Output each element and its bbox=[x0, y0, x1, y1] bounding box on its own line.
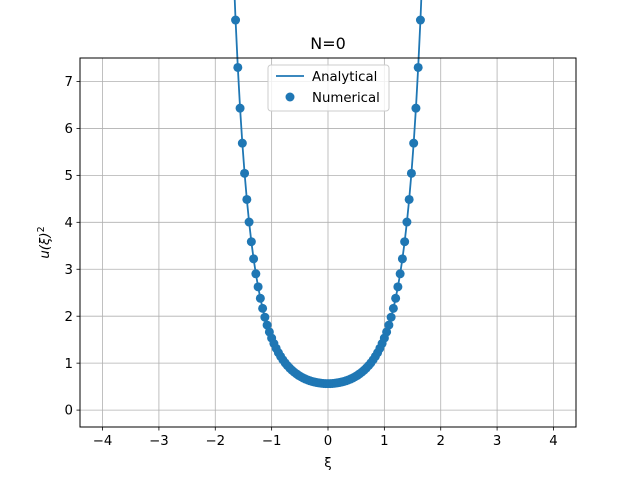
x-axis-ticks: −4 −3 −2 −1 0 1 2 3 4 bbox=[93, 427, 558, 449]
x-tick-label: 4 bbox=[549, 434, 557, 449]
numerical-point bbox=[240, 168, 250, 178]
numerical-point bbox=[409, 138, 419, 148]
y-axis-ticks: 0 1 2 3 4 5 6 7 bbox=[65, 75, 80, 419]
x-tick-label: 1 bbox=[380, 434, 388, 449]
grid-lines bbox=[80, 58, 576, 427]
numerical-point bbox=[402, 217, 412, 227]
y-tick-label: 5 bbox=[65, 169, 73, 184]
x-tick-label: −2 bbox=[205, 434, 225, 449]
numerical-point bbox=[384, 320, 394, 330]
numerical-point bbox=[400, 237, 410, 247]
numerical-point bbox=[262, 320, 272, 330]
numerical-point bbox=[260, 312, 270, 322]
numerical-point bbox=[393, 282, 403, 292]
numerical-point bbox=[246, 237, 256, 247]
numerical-series bbox=[231, 15, 425, 389]
numerical-point bbox=[235, 103, 245, 113]
x-tick-label: 3 bbox=[493, 434, 501, 449]
x-tick-label: −4 bbox=[93, 434, 113, 449]
numerical-point bbox=[258, 303, 268, 313]
numerical-point bbox=[406, 168, 416, 178]
numerical-point bbox=[388, 303, 398, 313]
numerical-point bbox=[395, 269, 405, 279]
numerical-point bbox=[255, 293, 265, 303]
numerical-point bbox=[242, 194, 252, 204]
legend-numerical-label: Numerical bbox=[312, 91, 380, 106]
legend-analytical-label: Analytical bbox=[312, 70, 377, 85]
numerical-point bbox=[391, 293, 401, 303]
numerical-point bbox=[251, 269, 261, 279]
numerical-point bbox=[237, 138, 247, 148]
numerical-point bbox=[233, 62, 243, 72]
numerical-point bbox=[253, 282, 263, 292]
y-tick-label: 0 bbox=[65, 404, 73, 419]
y-tick-label: 2 bbox=[65, 310, 73, 325]
y-tick-label: 1 bbox=[65, 357, 73, 372]
y-axis-label: u(ξ)2 bbox=[36, 226, 54, 258]
x-tick-label: 2 bbox=[436, 434, 444, 449]
numerical-point bbox=[244, 217, 254, 227]
x-tick-label: 0 bbox=[324, 434, 332, 449]
y-axis-label-sup: 2 bbox=[36, 226, 47, 232]
numerical-point bbox=[415, 15, 425, 25]
x-axis-label: ξ bbox=[324, 456, 331, 471]
y-tick-label: 4 bbox=[65, 216, 73, 231]
numerical-point bbox=[404, 194, 414, 204]
numerical-point bbox=[411, 103, 421, 113]
y-tick-label: 6 bbox=[65, 122, 73, 137]
x-tick-label: −1 bbox=[262, 434, 282, 449]
x-tick-label: −3 bbox=[149, 434, 169, 449]
y-tick-label: 3 bbox=[65, 263, 73, 278]
numerical-point bbox=[386, 312, 396, 322]
y-tick-label: 7 bbox=[65, 75, 73, 90]
numerical-point bbox=[397, 254, 407, 264]
legend-numerical-marker-swatch bbox=[285, 92, 295, 102]
y-axis-label-main: u(ξ) bbox=[38, 232, 53, 258]
chart-title: N=0 bbox=[310, 34, 346, 53]
numerical-point bbox=[413, 62, 423, 72]
legend: Analytical Numerical bbox=[267, 64, 390, 112]
numerical-point bbox=[249, 254, 259, 264]
numerical-point bbox=[231, 15, 241, 25]
numerical-point bbox=[382, 327, 392, 337]
